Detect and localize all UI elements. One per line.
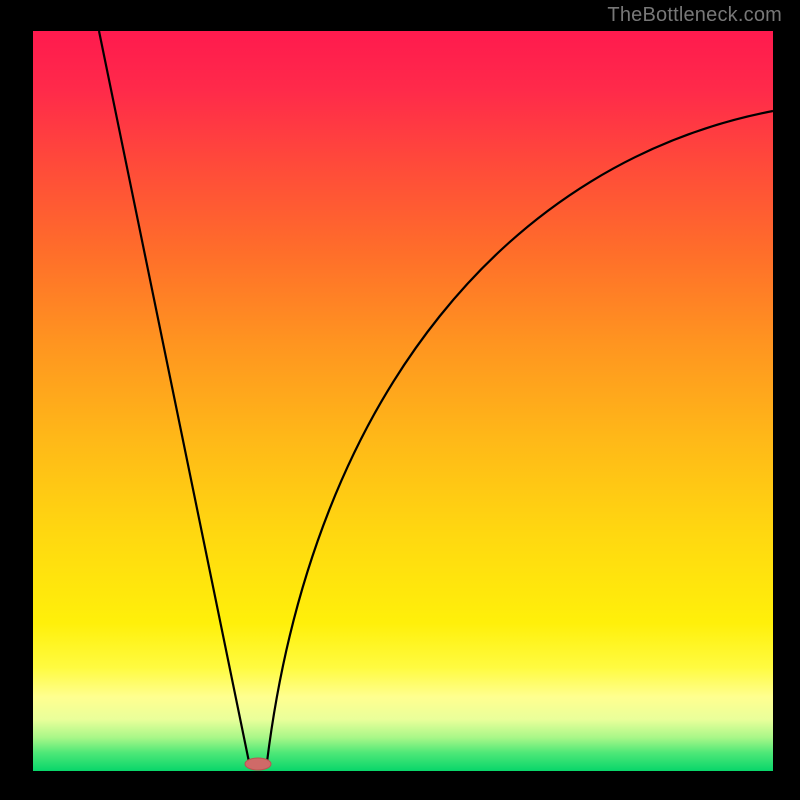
gradient-background	[33, 31, 773, 771]
bottleneck-chart	[0, 0, 800, 800]
chart-container: TheBottleneck.com	[0, 0, 800, 800]
optimal-marker	[245, 758, 271, 770]
